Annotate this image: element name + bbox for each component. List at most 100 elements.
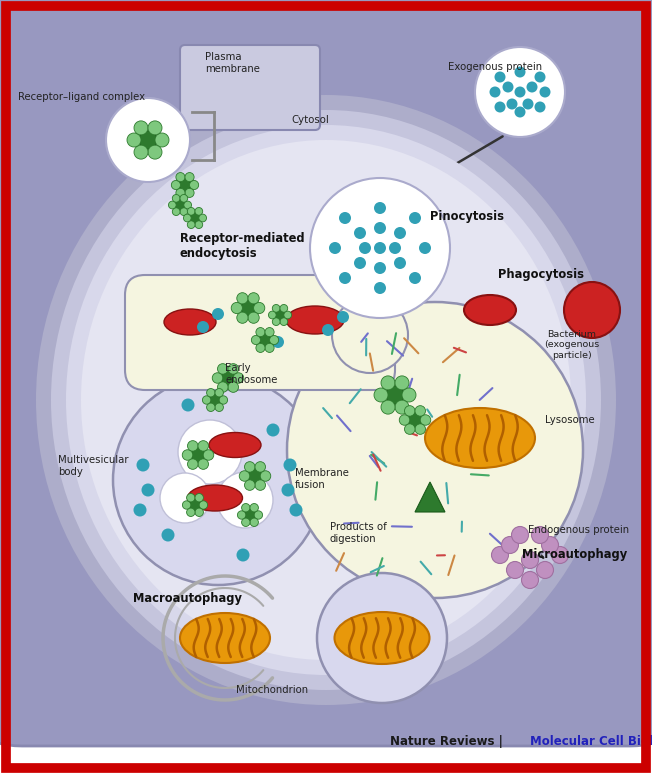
Circle shape bbox=[507, 98, 518, 109]
Ellipse shape bbox=[66, 125, 586, 675]
Circle shape bbox=[217, 472, 273, 528]
Ellipse shape bbox=[334, 612, 430, 664]
Circle shape bbox=[215, 389, 224, 397]
Circle shape bbox=[244, 509, 256, 520]
Circle shape bbox=[284, 458, 297, 471]
Circle shape bbox=[212, 308, 224, 320]
Circle shape bbox=[527, 81, 537, 93]
Circle shape bbox=[255, 480, 265, 491]
Circle shape bbox=[282, 484, 295, 496]
Ellipse shape bbox=[464, 295, 516, 325]
Circle shape bbox=[113, 375, 323, 585]
Circle shape bbox=[221, 372, 235, 385]
Circle shape bbox=[198, 440, 209, 451]
Circle shape bbox=[134, 504, 147, 516]
Text: Molecular Cell Biology: Molecular Cell Biology bbox=[530, 735, 652, 748]
Ellipse shape bbox=[425, 408, 535, 468]
Circle shape bbox=[317, 573, 447, 703]
Ellipse shape bbox=[81, 140, 571, 660]
Ellipse shape bbox=[164, 309, 216, 335]
Circle shape bbox=[176, 173, 185, 182]
Circle shape bbox=[254, 511, 263, 519]
Circle shape bbox=[237, 549, 250, 561]
Circle shape bbox=[219, 396, 228, 404]
Circle shape bbox=[190, 499, 200, 510]
Text: Microautophagy: Microautophagy bbox=[522, 548, 627, 561]
Circle shape bbox=[187, 207, 195, 215]
Circle shape bbox=[171, 180, 181, 190]
Circle shape bbox=[256, 327, 265, 337]
Circle shape bbox=[141, 484, 155, 496]
FancyBboxPatch shape bbox=[180, 45, 320, 130]
Text: Mitochondrion: Mitochondrion bbox=[236, 685, 308, 695]
Circle shape bbox=[265, 344, 274, 352]
Circle shape bbox=[195, 508, 203, 516]
Text: Endogenous protein: Endogenous protein bbox=[528, 525, 629, 535]
Circle shape bbox=[200, 501, 207, 509]
Circle shape bbox=[421, 415, 431, 425]
Circle shape bbox=[269, 311, 276, 319]
Circle shape bbox=[195, 207, 203, 215]
Circle shape bbox=[127, 133, 141, 147]
Circle shape bbox=[162, 529, 175, 542]
Circle shape bbox=[275, 310, 285, 320]
Circle shape bbox=[218, 364, 228, 374]
Circle shape bbox=[184, 201, 192, 209]
Circle shape bbox=[269, 335, 278, 344]
Circle shape bbox=[514, 67, 526, 77]
Circle shape bbox=[419, 242, 431, 254]
Circle shape bbox=[191, 448, 205, 462]
Circle shape bbox=[284, 311, 291, 319]
Text: Multivesicular
body: Multivesicular body bbox=[58, 455, 128, 477]
Circle shape bbox=[395, 400, 409, 414]
Text: Products of
digestion: Products of digestion bbox=[330, 522, 387, 543]
Circle shape bbox=[273, 318, 280, 326]
Circle shape bbox=[260, 471, 271, 481]
Ellipse shape bbox=[180, 613, 270, 663]
Circle shape bbox=[186, 494, 195, 502]
Circle shape bbox=[535, 71, 546, 83]
Text: Plasma
membrane: Plasma membrane bbox=[205, 52, 260, 74]
Circle shape bbox=[207, 403, 215, 412]
Circle shape bbox=[242, 518, 250, 526]
Circle shape bbox=[190, 180, 199, 190]
Circle shape bbox=[322, 324, 334, 336]
Circle shape bbox=[408, 413, 422, 426]
Circle shape bbox=[197, 321, 209, 333]
Circle shape bbox=[409, 272, 421, 284]
Text: Bacterium
(exogenous
particle): Bacterium (exogenous particle) bbox=[544, 330, 600, 360]
Circle shape bbox=[475, 47, 565, 137]
Circle shape bbox=[179, 179, 191, 191]
Circle shape bbox=[395, 376, 409, 390]
Circle shape bbox=[160, 473, 210, 523]
Circle shape bbox=[195, 494, 203, 502]
Circle shape bbox=[183, 501, 191, 509]
Circle shape bbox=[259, 334, 271, 346]
Text: Exogenous protein: Exogenous protein bbox=[448, 62, 542, 72]
Circle shape bbox=[522, 571, 539, 588]
Ellipse shape bbox=[51, 110, 601, 690]
Circle shape bbox=[381, 376, 395, 390]
Circle shape bbox=[180, 207, 188, 215]
Circle shape bbox=[237, 293, 248, 304]
Text: Early
endosome: Early endosome bbox=[225, 363, 277, 385]
Circle shape bbox=[280, 304, 288, 312]
Circle shape bbox=[195, 221, 203, 228]
Circle shape bbox=[399, 415, 409, 425]
Ellipse shape bbox=[188, 485, 243, 511]
Circle shape bbox=[415, 424, 426, 434]
Circle shape bbox=[539, 87, 550, 98]
Circle shape bbox=[186, 508, 195, 516]
Circle shape bbox=[183, 450, 193, 461]
Circle shape bbox=[339, 272, 351, 284]
Circle shape bbox=[381, 400, 395, 414]
Circle shape bbox=[374, 388, 388, 402]
Circle shape bbox=[374, 262, 386, 274]
Circle shape bbox=[415, 406, 426, 416]
Circle shape bbox=[374, 282, 386, 294]
Circle shape bbox=[139, 131, 157, 149]
Circle shape bbox=[172, 194, 180, 202]
Circle shape bbox=[203, 450, 214, 461]
Circle shape bbox=[199, 214, 207, 222]
Circle shape bbox=[494, 101, 505, 112]
